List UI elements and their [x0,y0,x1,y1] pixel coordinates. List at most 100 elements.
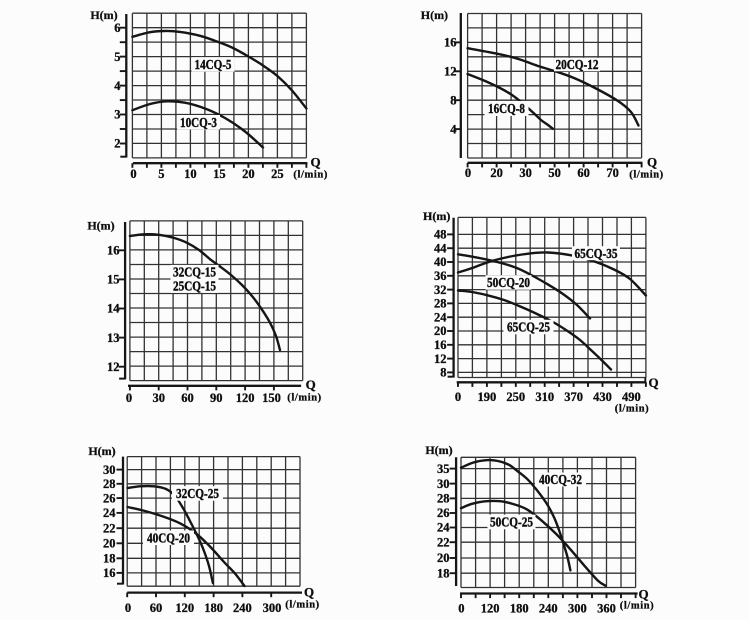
svg-text:26: 26 [437,506,450,520]
svg-text:16CQ-8: 16CQ-8 [488,101,525,116]
svg-text:12: 12 [434,352,447,366]
svg-text:0: 0 [455,390,461,404]
svg-text:35: 35 [437,462,450,476]
svg-text:120: 120 [175,601,194,615]
svg-text:300: 300 [263,601,282,615]
svg-text:16: 16 [107,244,120,258]
svg-text:8: 8 [440,366,446,380]
svg-text:16: 16 [434,338,447,352]
svg-text:65CQ-25: 65CQ-25 [507,320,550,335]
svg-text:25CQ-15: 25CQ-15 [173,279,216,294]
svg-text:15: 15 [213,167,226,181]
svg-text:2: 2 [114,137,120,151]
svg-text:90: 90 [210,391,223,405]
svg-text:20: 20 [437,551,450,565]
svg-text:490: 490 [622,390,641,404]
svg-text:30: 30 [519,166,532,180]
svg-text:16: 16 [444,36,457,50]
svg-text:H(m): H(m) [88,444,115,458]
svg-text:12: 12 [444,65,457,79]
svg-text:5: 5 [114,50,120,64]
svg-text:0: 0 [125,601,131,615]
svg-text:20: 20 [242,167,255,181]
svg-text:250: 250 [506,390,525,404]
svg-text:0: 0 [126,391,132,405]
svg-text:50CQ-25: 50CQ-25 [490,515,533,530]
svg-text:120: 120 [481,602,500,616]
svg-text:370: 370 [564,390,583,404]
svg-text:H(m): H(m) [87,219,114,233]
svg-text:60: 60 [150,601,163,615]
svg-text:65CQ-35: 65CQ-35 [574,246,617,261]
svg-text:48: 48 [434,228,447,242]
svg-text:4: 4 [450,122,457,136]
svg-text:310: 310 [535,390,554,404]
svg-text:30: 30 [152,391,165,405]
svg-text:Q: Q [638,587,648,602]
svg-text:16: 16 [103,566,116,580]
svg-text:190: 190 [478,390,497,404]
svg-text:5: 5 [158,167,164,181]
svg-text:3: 3 [114,108,120,122]
svg-text:20: 20 [490,166,503,180]
svg-text:6: 6 [114,21,120,35]
svg-text:26: 26 [103,491,116,505]
svg-text:H(m): H(m) [425,443,452,457]
svg-text:25: 25 [271,167,284,181]
svg-text:240: 240 [233,601,252,615]
svg-text:22: 22 [103,521,116,535]
svg-text:18: 18 [437,566,450,580]
svg-text:13: 13 [107,331,120,345]
svg-text:10CQ-3: 10CQ-3 [180,115,217,130]
svg-text:28: 28 [434,297,447,311]
svg-text:4: 4 [114,79,121,93]
svg-text:Q: Q [648,375,658,390]
svg-text:60: 60 [181,391,194,405]
svg-text:32: 32 [434,283,447,297]
svg-text:50CQ-20: 50CQ-20 [487,275,530,290]
svg-text:8: 8 [450,93,456,107]
svg-text:14: 14 [107,302,120,316]
svg-text:(l/min): (l/min) [287,392,322,403]
svg-text:H(m): H(m) [90,8,117,22]
svg-text:44: 44 [434,241,447,255]
svg-text:40CQ-20: 40CQ-20 [147,530,190,545]
svg-text:Q: Q [304,585,314,600]
svg-text:Q: Q [647,154,657,169]
svg-text:22: 22 [437,535,450,549]
svg-text:430: 430 [593,390,612,404]
svg-text:0: 0 [465,166,471,180]
svg-text:36: 36 [434,269,447,283]
svg-text:360: 360 [597,602,616,616]
svg-text:15: 15 [107,273,120,287]
svg-text:300: 300 [568,602,587,616]
svg-text:12: 12 [107,360,120,374]
svg-text:32CQ-15: 32CQ-15 [173,265,216,280]
svg-text:150: 150 [262,391,281,405]
svg-text:50: 50 [548,166,561,180]
svg-text:H(m): H(m) [421,8,448,22]
svg-text:24: 24 [434,310,447,324]
svg-text:18: 18 [103,552,116,566]
svg-text:180: 180 [204,601,223,615]
svg-text:(l/min): (l/min) [285,600,320,611]
svg-text:40: 40 [434,255,447,269]
svg-text:24: 24 [103,506,116,520]
svg-text:28: 28 [437,492,450,506]
svg-text:70: 70 [606,166,619,180]
svg-text:(l/min): (l/min) [615,403,650,414]
svg-text:H(m): H(m) [423,209,450,223]
svg-text:240: 240 [539,602,558,616]
svg-text:20: 20 [434,324,447,338]
svg-text:0: 0 [458,602,464,616]
svg-text:32CQ-25: 32CQ-25 [176,486,219,501]
svg-text:30: 30 [437,477,450,491]
svg-text:180: 180 [510,602,529,616]
svg-text:(l/min): (l/min) [293,169,328,180]
svg-text:24: 24 [437,521,450,535]
svg-text:Q: Q [306,377,316,392]
svg-text:120: 120 [236,391,255,405]
svg-text:20: 20 [103,537,116,551]
svg-text:14CQ-5: 14CQ-5 [195,57,232,72]
svg-text:0: 0 [130,167,136,181]
